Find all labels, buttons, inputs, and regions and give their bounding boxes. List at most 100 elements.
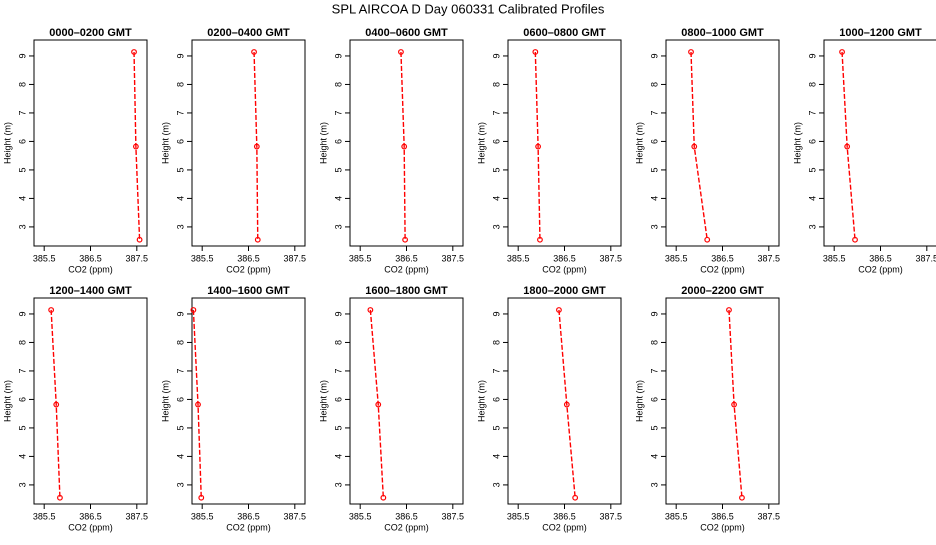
x-tick-label: 387.5	[758, 511, 781, 521]
panel-title: 1600–1800 GMT	[365, 285, 448, 297]
profile-point	[401, 143, 408, 150]
y-tick-label: 3	[333, 482, 343, 487]
y-tick-label: 9	[807, 53, 817, 58]
x-tick-label: 386.5	[237, 511, 260, 521]
panel-title: 1800–2000 GMT	[523, 285, 606, 297]
profile-line	[369, 309, 385, 498]
profile-point	[48, 307, 55, 313]
y-tick-label: 3	[491, 482, 501, 487]
profile-point	[572, 494, 579, 501]
y-tick-label: 8	[333, 340, 343, 345]
profile-point	[726, 307, 732, 313]
y-tick-label: 5	[17, 167, 27, 172]
y-tick-label: 6	[649, 139, 659, 144]
profile-point	[556, 307, 562, 313]
y-tick-label: 6	[175, 139, 185, 144]
x-axis-label: CO2 (ppm)	[542, 264, 587, 274]
profile-point	[398, 49, 404, 55]
y-tick-label: 7	[491, 368, 501, 373]
panel-title: 2000–2200 GMT	[681, 285, 764, 297]
plot-frame	[191, 297, 306, 505]
y-tick-label: 9	[333, 53, 343, 58]
y-tick-label: 4	[649, 454, 659, 459]
x-tick-label: 385.5	[507, 511, 530, 521]
profile-point	[537, 236, 543, 243]
profile-line	[841, 51, 856, 240]
x-tick-label: 386.5	[79, 253, 102, 263]
y-axis-label: Height (m)	[318, 380, 328, 422]
profile-point	[852, 236, 858, 243]
profile-point	[844, 143, 851, 150]
profile-line	[690, 51, 708, 240]
y-tick-label: 7	[491, 110, 501, 115]
y-tick-label: 5	[17, 425, 27, 430]
x-tick-label: 386.5	[79, 511, 102, 521]
x-tick-label: 385.5	[191, 253, 214, 263]
x-axis-label: CO2 (ppm)	[858, 264, 903, 274]
y-tick-label: 4	[175, 196, 185, 201]
profile-point	[132, 143, 139, 150]
y-axis-label: Height (m)	[792, 122, 802, 164]
y-tick-label: 8	[491, 340, 501, 345]
y-tick-label: 4	[491, 454, 501, 459]
y-tick-label: 8	[649, 340, 659, 345]
y-tick-label: 7	[175, 110, 185, 115]
y-tick-label: 7	[649, 110, 659, 115]
x-tick-label: 387.5	[442, 253, 465, 263]
profile-point	[136, 236, 143, 243]
y-tick-label: 8	[17, 340, 27, 345]
y-tick-label: 9	[649, 53, 659, 58]
x-tick-label: 385.5	[507, 253, 530, 263]
y-tick-label: 8	[175, 340, 185, 345]
profile-point	[691, 143, 698, 150]
x-tick-label: 385.5	[823, 253, 846, 263]
y-tick-label: 5	[175, 167, 185, 172]
x-axis-label: CO2 (ppm)	[384, 264, 429, 274]
plot-frame	[349, 297, 464, 505]
profile-point	[195, 401, 201, 408]
x-tick-label: 386.5	[553, 253, 576, 263]
x-axis-label: CO2 (ppm)	[700, 522, 745, 532]
profile-point	[131, 49, 137, 55]
y-tick-label: 3	[175, 482, 185, 487]
profile-line	[192, 309, 202, 498]
x-tick-label: 386.5	[237, 253, 260, 263]
profile-point	[535, 143, 542, 150]
x-tick-label: 386.5	[711, 253, 734, 263]
y-tick-label: 4	[175, 454, 185, 459]
panel-title: 1400–1600 GMT	[207, 285, 290, 297]
y-tick-label: 9	[17, 53, 27, 58]
y-tick-label: 3	[333, 224, 343, 229]
y-tick-label: 5	[333, 167, 343, 172]
y-tick-label: 4	[491, 196, 501, 201]
figure-title: SPL AIRCOA D Day 060331 Calibrated Profi…	[332, 1, 605, 16]
x-tick-label: 385.5	[349, 511, 372, 521]
y-axis-label: Height (m)	[634, 122, 644, 164]
y-tick-label: 4	[333, 196, 343, 201]
y-axis-label: Height (m)	[160, 380, 170, 422]
x-tick-label: 387.5	[600, 253, 623, 263]
profile-point	[688, 49, 694, 55]
y-tick-label: 9	[17, 311, 27, 316]
y-tick-label: 6	[491, 397, 501, 402]
y-tick-label: 9	[649, 311, 659, 316]
y-tick-label: 9	[491, 311, 501, 316]
x-tick-label: 387.5	[126, 253, 149, 263]
y-tick-label: 6	[333, 397, 343, 402]
profile-point	[402, 236, 409, 243]
y-tick-label: 6	[491, 139, 501, 144]
y-tick-label: 5	[333, 425, 343, 430]
y-tick-label: 7	[175, 368, 185, 373]
y-tick-label: 6	[17, 397, 27, 402]
panel-title: 0200–0400 GMT	[207, 27, 290, 39]
x-tick-label: 385.5	[191, 511, 214, 521]
y-tick-label: 3	[649, 224, 659, 229]
profile-point	[57, 494, 63, 501]
y-axis-label: Height (m)	[476, 380, 486, 422]
plot-frame	[349, 39, 464, 247]
x-tick-label: 387.5	[442, 511, 465, 521]
x-tick-label: 385.5	[665, 511, 688, 521]
profile-line	[558, 309, 576, 498]
y-tick-label: 5	[175, 425, 185, 430]
